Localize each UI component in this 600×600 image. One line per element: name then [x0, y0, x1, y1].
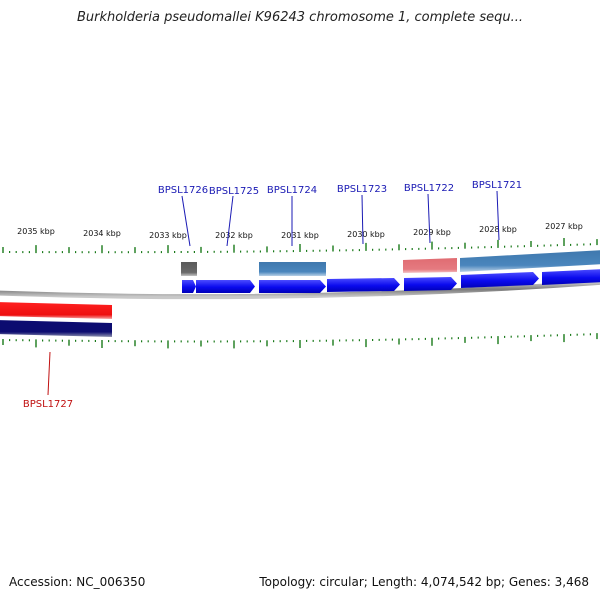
cds-arrow-bpsl1725[interactable] [196, 280, 255, 293]
cds-arrow-bpsl1723[interactable] [327, 278, 400, 292]
scale-label: 2030 kbp [347, 230, 385, 239]
gene-label-bpsl1721[interactable]: BPSL1721 [472, 180, 522, 191]
scale-label: 2027 kbp [545, 222, 583, 231]
gene-labels: BPSL1726 BPSL1725 BPSL1724 BPSL1723 BPSL… [23, 180, 522, 410]
scale-label: 2028 kbp [479, 225, 517, 234]
leader-line [496, 190, 500, 241]
feature-track-upper [181, 250, 600, 276]
cds-arrow-bpsl1722[interactable] [404, 277, 457, 291]
gene-label-bpsl1722[interactable]: BPSL1722 [404, 183, 454, 194]
cds-arrow-offscreen[interactable] [542, 269, 600, 285]
leader-line [226, 195, 234, 247]
leader-line [427, 193, 431, 244]
gene-label-bpsl1727[interactable]: BPSL1727 [23, 399, 73, 410]
accession-text: Accession: NC_006350 [9, 575, 146, 589]
feature-block-red[interactable] [0, 302, 112, 319]
feature-block-grey[interactable] [181, 262, 197, 276]
leader-line [181, 195, 191, 247]
map-title: Burkholderia pseudomallei K96243 chromos… [76, 10, 524, 25]
cds-bar-bpsl1727[interactable] [0, 320, 112, 337]
cds-arrow-bpsl1726[interactable] [182, 280, 196, 293]
leader-line [47, 351, 51, 396]
chromosome-backbone [0, 279, 600, 300]
scale-ticks-bottom [2, 333, 598, 349]
gene-label-bpsl1724[interactable]: BPSL1724 [267, 185, 317, 196]
label-leaders [47, 190, 500, 396]
genome-summary-text: Topology: circular; Length: 4,074,542 bp… [259, 575, 589, 589]
feature-block-blue[interactable] [460, 250, 600, 272]
gene-label-bpsl1723[interactable]: BPSL1723 [337, 184, 387, 195]
feature-block-pink[interactable] [403, 258, 457, 273]
scale-label: 2031 kbp [281, 231, 319, 240]
scale-ticks-top [2, 238, 598, 254]
scale-label: 2032 kbp [215, 231, 253, 240]
scale-label: 2033 kbp [149, 231, 187, 240]
gene-label-bpsl1725[interactable]: BPSL1725 [209, 186, 259, 197]
gene-label-bpsl1726[interactable]: BPSL1726 [158, 185, 208, 196]
scale-labels: 2035 kbp 2034 kbp 2033 kbp 2032 kbp 2031… [17, 222, 583, 240]
cds-arrow-bpsl1721[interactable] [461, 272, 539, 288]
feature-block-blue[interactable] [259, 262, 326, 276]
scale-label: 2035 kbp [17, 227, 55, 236]
scale-label: 2029 kbp [413, 228, 451, 237]
cds-track-forward [182, 269, 600, 293]
cds-arrow-bpsl1724[interactable] [259, 280, 326, 293]
leader-line [361, 194, 364, 245]
feature-track-reverse [0, 302, 112, 337]
scale-label: 2034 kbp [83, 229, 121, 238]
